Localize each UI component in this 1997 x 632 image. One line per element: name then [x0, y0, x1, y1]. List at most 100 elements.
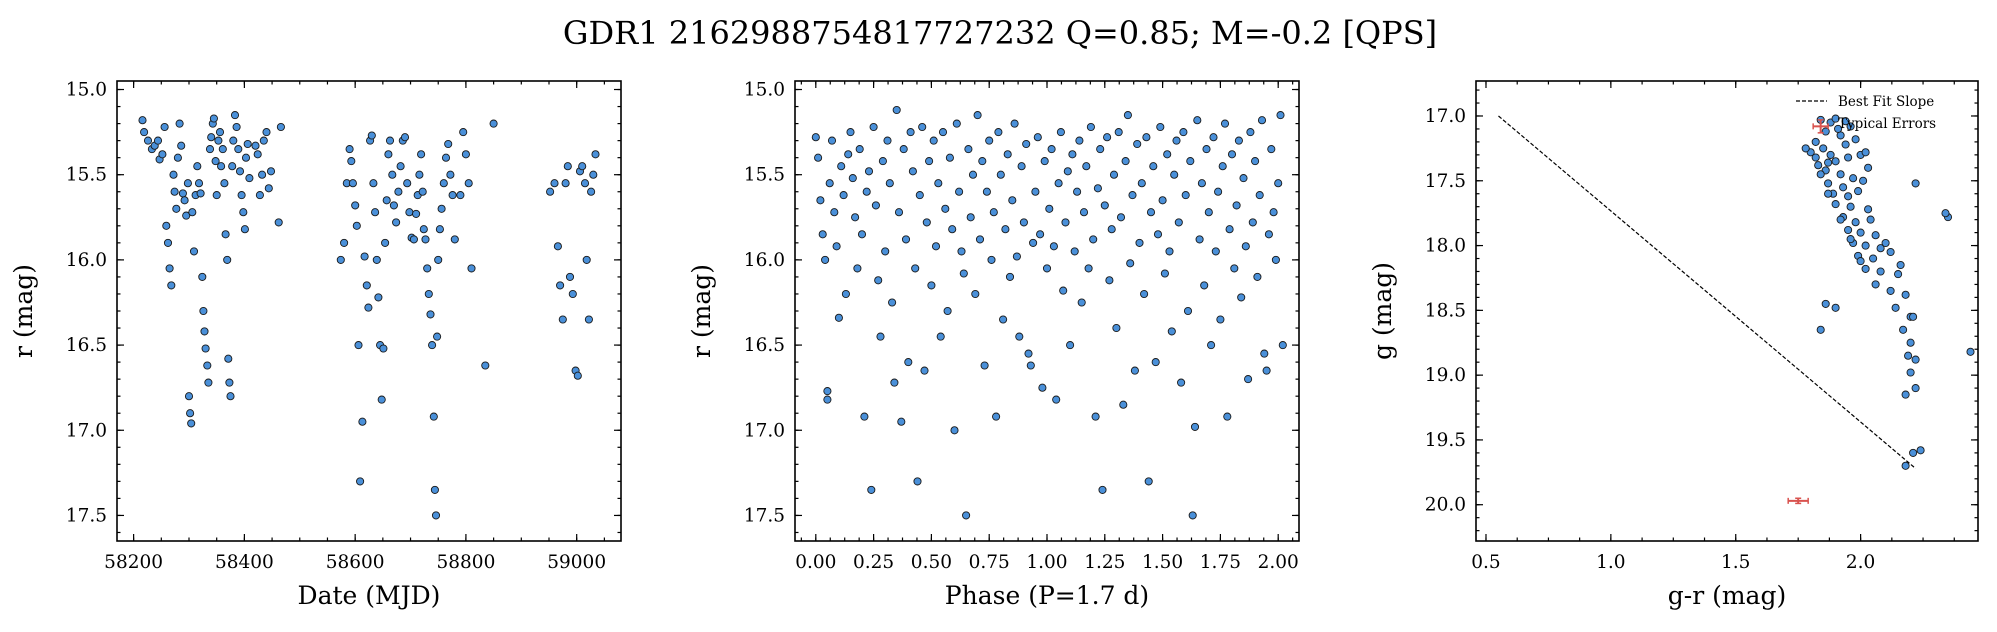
- data-point: [1831, 200, 1840, 209]
- data-point: [561, 179, 570, 188]
- data-point: [418, 187, 427, 196]
- data-point: [550, 179, 559, 188]
- data-point: [1197, 179, 1206, 188]
- x-tick-label: 58600: [326, 552, 385, 573]
- data-point: [1036, 230, 1045, 239]
- data-point: [377, 395, 386, 404]
- data-point: [568, 289, 577, 299]
- data-point: [369, 179, 378, 188]
- data-point: [253, 150, 262, 159]
- data-point: [1193, 116, 1202, 125]
- data-point: [890, 378, 899, 387]
- data-point: [1816, 170, 1825, 179]
- data-point: [379, 344, 388, 353]
- data-point: [409, 235, 418, 244]
- data-point: [927, 281, 936, 290]
- y-tick-label: 17.5: [1425, 171, 1466, 192]
- data-point: [223, 255, 232, 264]
- data-point: [846, 128, 855, 137]
- y-tick-label: 15.5: [66, 165, 107, 186]
- data-point: [394, 187, 403, 196]
- data-point: [412, 209, 421, 218]
- data-point: [232, 122, 241, 132]
- data-point: [1861, 264, 1870, 273]
- data-point: [1886, 286, 1895, 295]
- data-point: [894, 208, 904, 217]
- data-point: [1137, 179, 1146, 188]
- data-point: [573, 371, 582, 380]
- data-point: [591, 150, 600, 159]
- data-point: [212, 191, 221, 200]
- data-point: [1244, 375, 1253, 384]
- data-point: [184, 392, 194, 401]
- data-point: [853, 264, 862, 273]
- data-point: [1086, 122, 1095, 132]
- data-points: [811, 105, 1287, 520]
- y-tick-label: 20.0: [1425, 495, 1466, 516]
- data-point: [196, 189, 205, 198]
- data-point: [876, 332, 885, 341]
- data-point: [867, 485, 876, 494]
- data-point: [199, 306, 208, 316]
- data-point: [943, 306, 952, 316]
- data-point: [347, 157, 356, 166]
- data-point: [857, 230, 867, 239]
- data-point: [1834, 124, 1843, 133]
- axis-ticks: 58200 58400 58600 58800 59000 15.0 15.5 16.0 16.…: [66, 80, 621, 573]
- data-point: [1841, 140, 1850, 149]
- data-point: [1851, 218, 1860, 227]
- data-point: [1816, 325, 1825, 334]
- data-point: [918, 122, 927, 132]
- data-point: [448, 191, 457, 200]
- data-point: [904, 358, 913, 367]
- data-point: [1826, 150, 1835, 159]
- data-point: [1056, 128, 1065, 137]
- data-point: [441, 153, 451, 162]
- data-point: [999, 315, 1008, 324]
- data-point: [382, 196, 391, 205]
- data-point: [816, 196, 825, 205]
- data-point: [821, 255, 830, 264]
- data-point: [430, 485, 439, 494]
- data-point: [1278, 341, 1287, 350]
- data-point: [352, 221, 361, 230]
- data-point: [203, 361, 212, 370]
- data-point: [234, 145, 243, 154]
- x-tick-label: 1.0: [1596, 552, 1625, 573]
- data-point: [276, 122, 285, 132]
- data-point: [1170, 170, 1179, 179]
- y-tick-label: 16.5: [66, 335, 107, 356]
- data-point: [1859, 176, 1868, 185]
- data-point: [354, 341, 363, 350]
- data-point: [205, 145, 215, 154]
- y-tick-label: 19.5: [1425, 430, 1466, 451]
- data-point: [1844, 225, 1853, 235]
- x-tick-label: 1.50: [1142, 552, 1183, 573]
- data-point: [1209, 133, 1218, 142]
- data-point: [1186, 157, 1195, 166]
- data-point: [1135, 238, 1144, 247]
- data-point: [862, 187, 871, 196]
- data-point: [992, 412, 1001, 421]
- data-point: [1116, 213, 1126, 222]
- data-point: [913, 477, 922, 486]
- data-point: [1864, 163, 1873, 172]
- data-point: [1109, 170, 1119, 179]
- data-point: [1066, 341, 1075, 350]
- data-point: [1230, 264, 1239, 273]
- data-point: [578, 162, 587, 171]
- data-point: [1916, 446, 1925, 455]
- x-tick-label: 1.5: [1721, 552, 1750, 573]
- data-point: [1844, 192, 1853, 201]
- data-point: [255, 191, 264, 200]
- data-point: [1814, 161, 1823, 170]
- data-point: [968, 170, 978, 179]
- data-point: [204, 378, 213, 387]
- data-point: [1207, 341, 1216, 350]
- data-point: [558, 315, 567, 324]
- data-point: [1158, 196, 1167, 205]
- data-point: [235, 167, 245, 176]
- data-point: [360, 252, 369, 261]
- data-point: [251, 141, 260, 150]
